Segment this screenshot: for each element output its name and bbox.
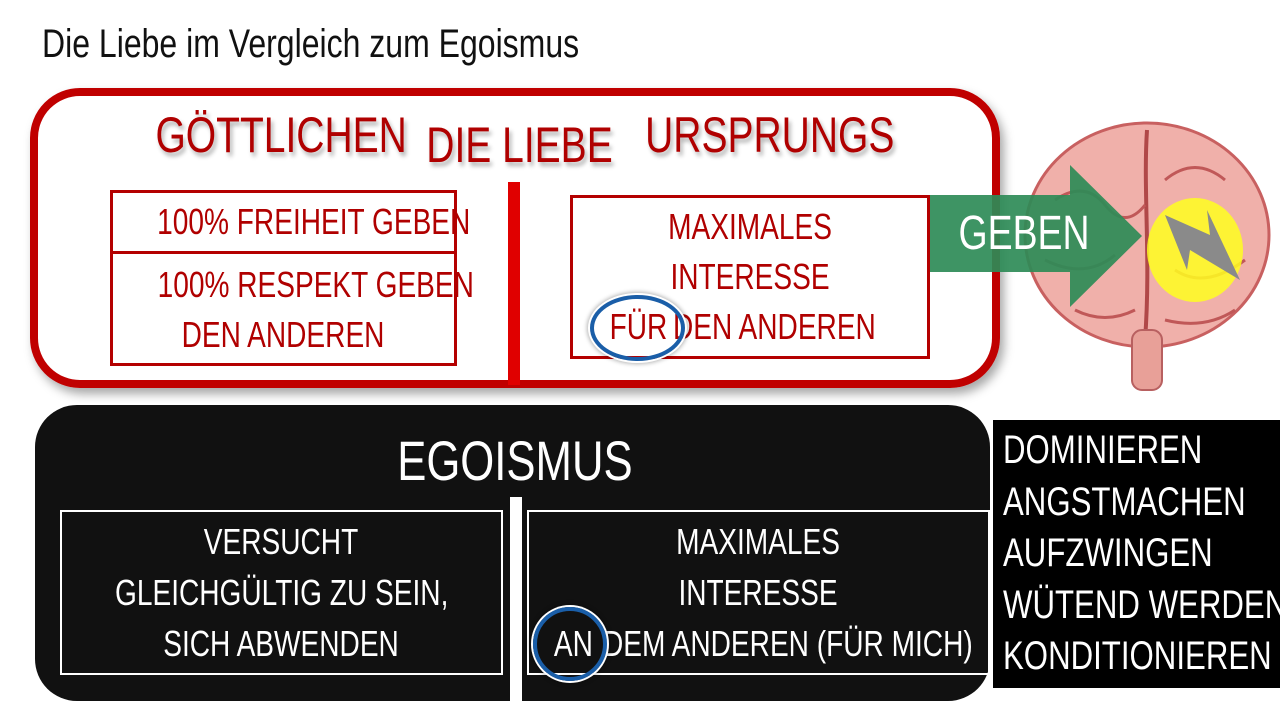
list-item: DOMINIEREN bbox=[1003, 428, 1203, 472]
list-item: ANGSTMACHEN bbox=[1003, 479, 1246, 524]
freedom-box: 100% FREIHEIT GEBEN bbox=[110, 190, 470, 252]
love-divider bbox=[508, 182, 520, 385]
slide-title: Die Liebe im Vergleich zum Egoismus bbox=[42, 22, 580, 66]
heading-ursprungs: URSPRUNGS bbox=[645, 107, 895, 163]
highlight-circle-fuer bbox=[590, 295, 685, 361]
egoism-divider bbox=[510, 497, 522, 702]
heading-egoismus: EGOISMUS bbox=[397, 429, 633, 492]
list-item: AUFZWINGEN bbox=[1003, 531, 1213, 575]
indifference-box: VERSUCHT GLEICHGÜLTIG ZU SEIN, SICH ABWE… bbox=[60, 510, 503, 675]
highlight-circle-an bbox=[533, 607, 607, 681]
list-item: KONDITIONIEREN bbox=[1003, 634, 1272, 678]
lightning-icon bbox=[1165, 210, 1240, 280]
heading-goettlichen: GÖTTLICHEN bbox=[155, 107, 407, 163]
egoism-behaviors-list: DOMINIEREN ANGSTMACHEN AUFZWINGEN WÜTEND… bbox=[993, 420, 1280, 688]
arrow-label: GEBEN bbox=[958, 207, 1090, 260]
heading-die-liebe: DIE LIEBE bbox=[426, 117, 613, 173]
list-item: WÜTEND WERDEN bbox=[1003, 582, 1280, 627]
respect-box: 100% RESPEKT GEBEN DEN ANDEREN bbox=[110, 251, 474, 366]
arrow-icon bbox=[930, 165, 1142, 307]
